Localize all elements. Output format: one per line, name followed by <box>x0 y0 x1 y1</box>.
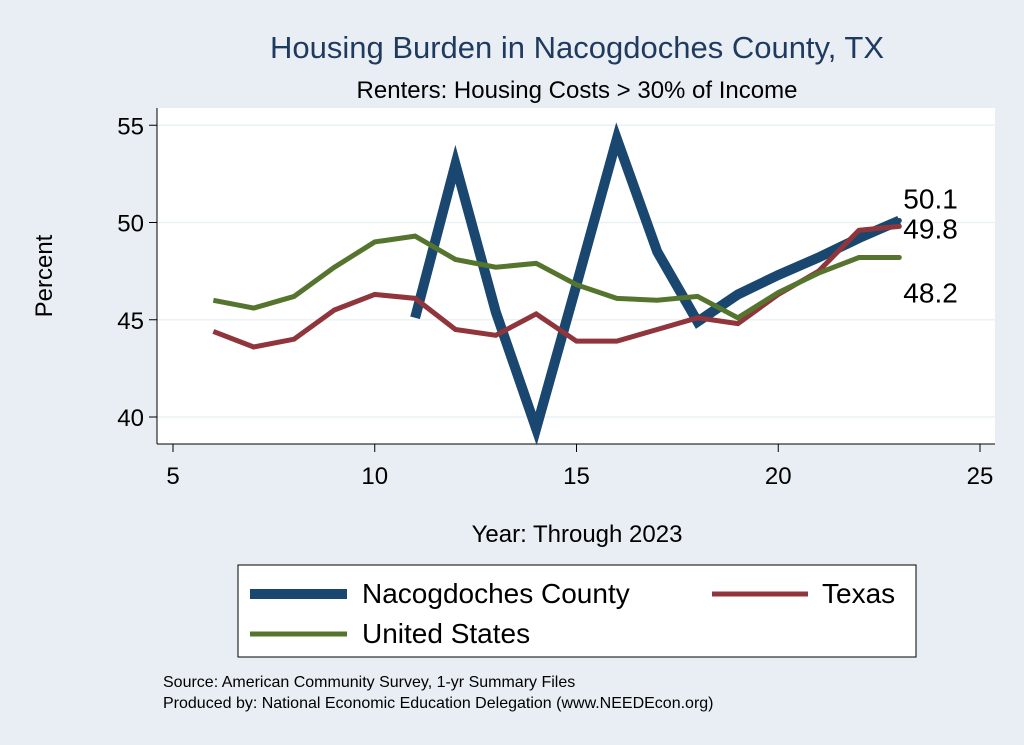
series-line-nacogdoches-county <box>410 122 902 446</box>
end-label-texas: 49.8 <box>903 213 958 244</box>
y-tick-label-40: 40 <box>117 405 144 432</box>
x-axis-title: Year: Through 2023 <box>472 521 683 548</box>
y-tick-label-55: 55 <box>117 113 144 140</box>
produced-by-note: Produced by: National Economic Education… <box>163 695 714 712</box>
chart-subtitle: Renters: Housing Costs > 30% of Income <box>357 77 798 104</box>
x-tick-label-25: 25 <box>967 463 994 490</box>
end-point-texas <box>896 223 902 229</box>
grid-lines <box>157 124 995 418</box>
series-line-united-states <box>212 233 900 321</box>
legend-label-texas: Texas <box>822 578 895 609</box>
legend-box <box>237 564 917 658</box>
end-label-united-states: 48.2 <box>903 278 958 309</box>
y-tick-label-50: 50 <box>117 211 144 238</box>
end-label-nacogdoches-county: 50.1 <box>903 184 958 215</box>
end-point-nacogdoches-county <box>896 218 902 224</box>
x-tick-label-15: 15 <box>563 463 590 490</box>
x-tick-label-10: 10 <box>361 463 388 490</box>
legend-label-nacogdoches-county: Nacogdoches County <box>362 578 630 609</box>
end-point-united-states <box>896 255 902 261</box>
end-labels: 50.149.8 48.2 <box>903 184 958 309</box>
legend-label-united-states: United States <box>362 618 530 649</box>
legend: Nacogdoches County Texas United States <box>237 564 917 658</box>
source-note: Source: American Community Survey, 1-yr … <box>163 674 575 691</box>
series-lines <box>212 122 902 446</box>
x-tick-label-20: 20 <box>765 463 792 490</box>
y-axis-title: Percent <box>31 234 58 317</box>
y-tick-label-45: 45 <box>117 308 144 335</box>
chart-title: Housing Burden in Nacogdoches County, TX <box>270 30 884 65</box>
x-tick-label-5: 5 <box>166 463 179 490</box>
